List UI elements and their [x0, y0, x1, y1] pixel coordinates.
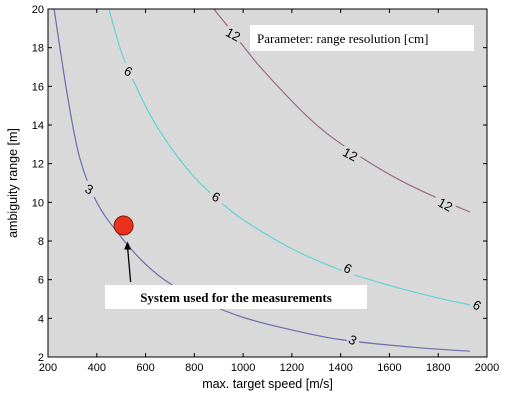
- contour-label-bg: [435, 196, 456, 213]
- x-tick-label: 2000: [475, 362, 499, 374]
- plot-frame: [47, 8, 488, 358]
- y-tick-label: 12: [32, 159, 44, 171]
- y-tick-label: 16: [32, 81, 44, 93]
- x-axis-label: max. target speed [m/s]: [202, 377, 333, 391]
- y-tick-label: 14: [32, 120, 44, 132]
- x-tick-label: 800: [185, 362, 203, 374]
- contour-label-12: 12: [340, 144, 360, 164]
- y-tick-label: 8: [38, 236, 44, 248]
- contour-label-bg: [471, 296, 484, 313]
- contour-label-bg: [210, 188, 223, 205]
- y-tick-label: 10: [32, 197, 44, 209]
- annotation-arrow: [126, 247, 132, 283]
- y-tick-label: 18: [32, 43, 44, 55]
- annotation-arrowhead: [124, 241, 132, 250]
- x-tick-label: 200: [39, 362, 57, 374]
- contour-line-12: [213, 9, 471, 213]
- x-tick-label: 1200: [280, 362, 304, 374]
- y-tick-label: 6: [38, 275, 44, 287]
- annotation: System used for the measurements: [105, 241, 367, 309]
- contour-label-bg: [346, 331, 359, 348]
- contour-label-bg: [340, 146, 361, 162]
- x-tick-label: 1000: [231, 362, 255, 374]
- x-tick-label: 1400: [328, 362, 352, 374]
- contour-label-12: 12: [223, 25, 243, 45]
- contour-label-bg: [223, 26, 244, 43]
- y-tick-label: 4: [38, 313, 44, 325]
- contour-label-12: 12: [435, 195, 455, 215]
- x-tick-label: 1600: [377, 362, 401, 374]
- contour-line-3: [53, 9, 470, 352]
- x-tick-label: 400: [88, 362, 106, 374]
- annotation-text: System used for the measurements: [140, 290, 332, 305]
- x-tick-label: 600: [136, 362, 154, 374]
- y-axis-label: ambiguity range [m]: [6, 128, 20, 238]
- parameter-text: Parameter: range resolution [cm]: [257, 31, 428, 46]
- x-tick-label: 1800: [426, 362, 450, 374]
- contour-label-bg: [341, 260, 354, 277]
- measurement-point-marker: [113, 215, 134, 236]
- contour-label-bg: [83, 180, 96, 197]
- x-axis-ticks: 200 400 600 800 1000 1200 1400 1600 1800 2000: [39, 9, 499, 374]
- contour-label-bg: [122, 62, 135, 79]
- y-tick-label: 20: [32, 4, 44, 16]
- parameter-box: Parameter: range resolution [cm]: [250, 25, 474, 51]
- y-tick-label: 2: [38, 352, 44, 364]
